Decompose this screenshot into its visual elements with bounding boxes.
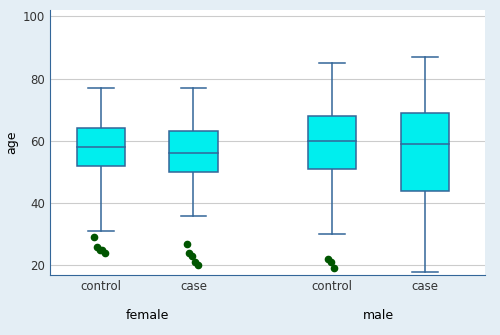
FancyBboxPatch shape — [77, 128, 125, 166]
Text: male: male — [363, 309, 394, 322]
Y-axis label: age: age — [6, 131, 18, 154]
Text: female: female — [126, 309, 169, 322]
FancyBboxPatch shape — [308, 116, 356, 169]
FancyBboxPatch shape — [401, 113, 449, 191]
FancyBboxPatch shape — [170, 131, 218, 172]
